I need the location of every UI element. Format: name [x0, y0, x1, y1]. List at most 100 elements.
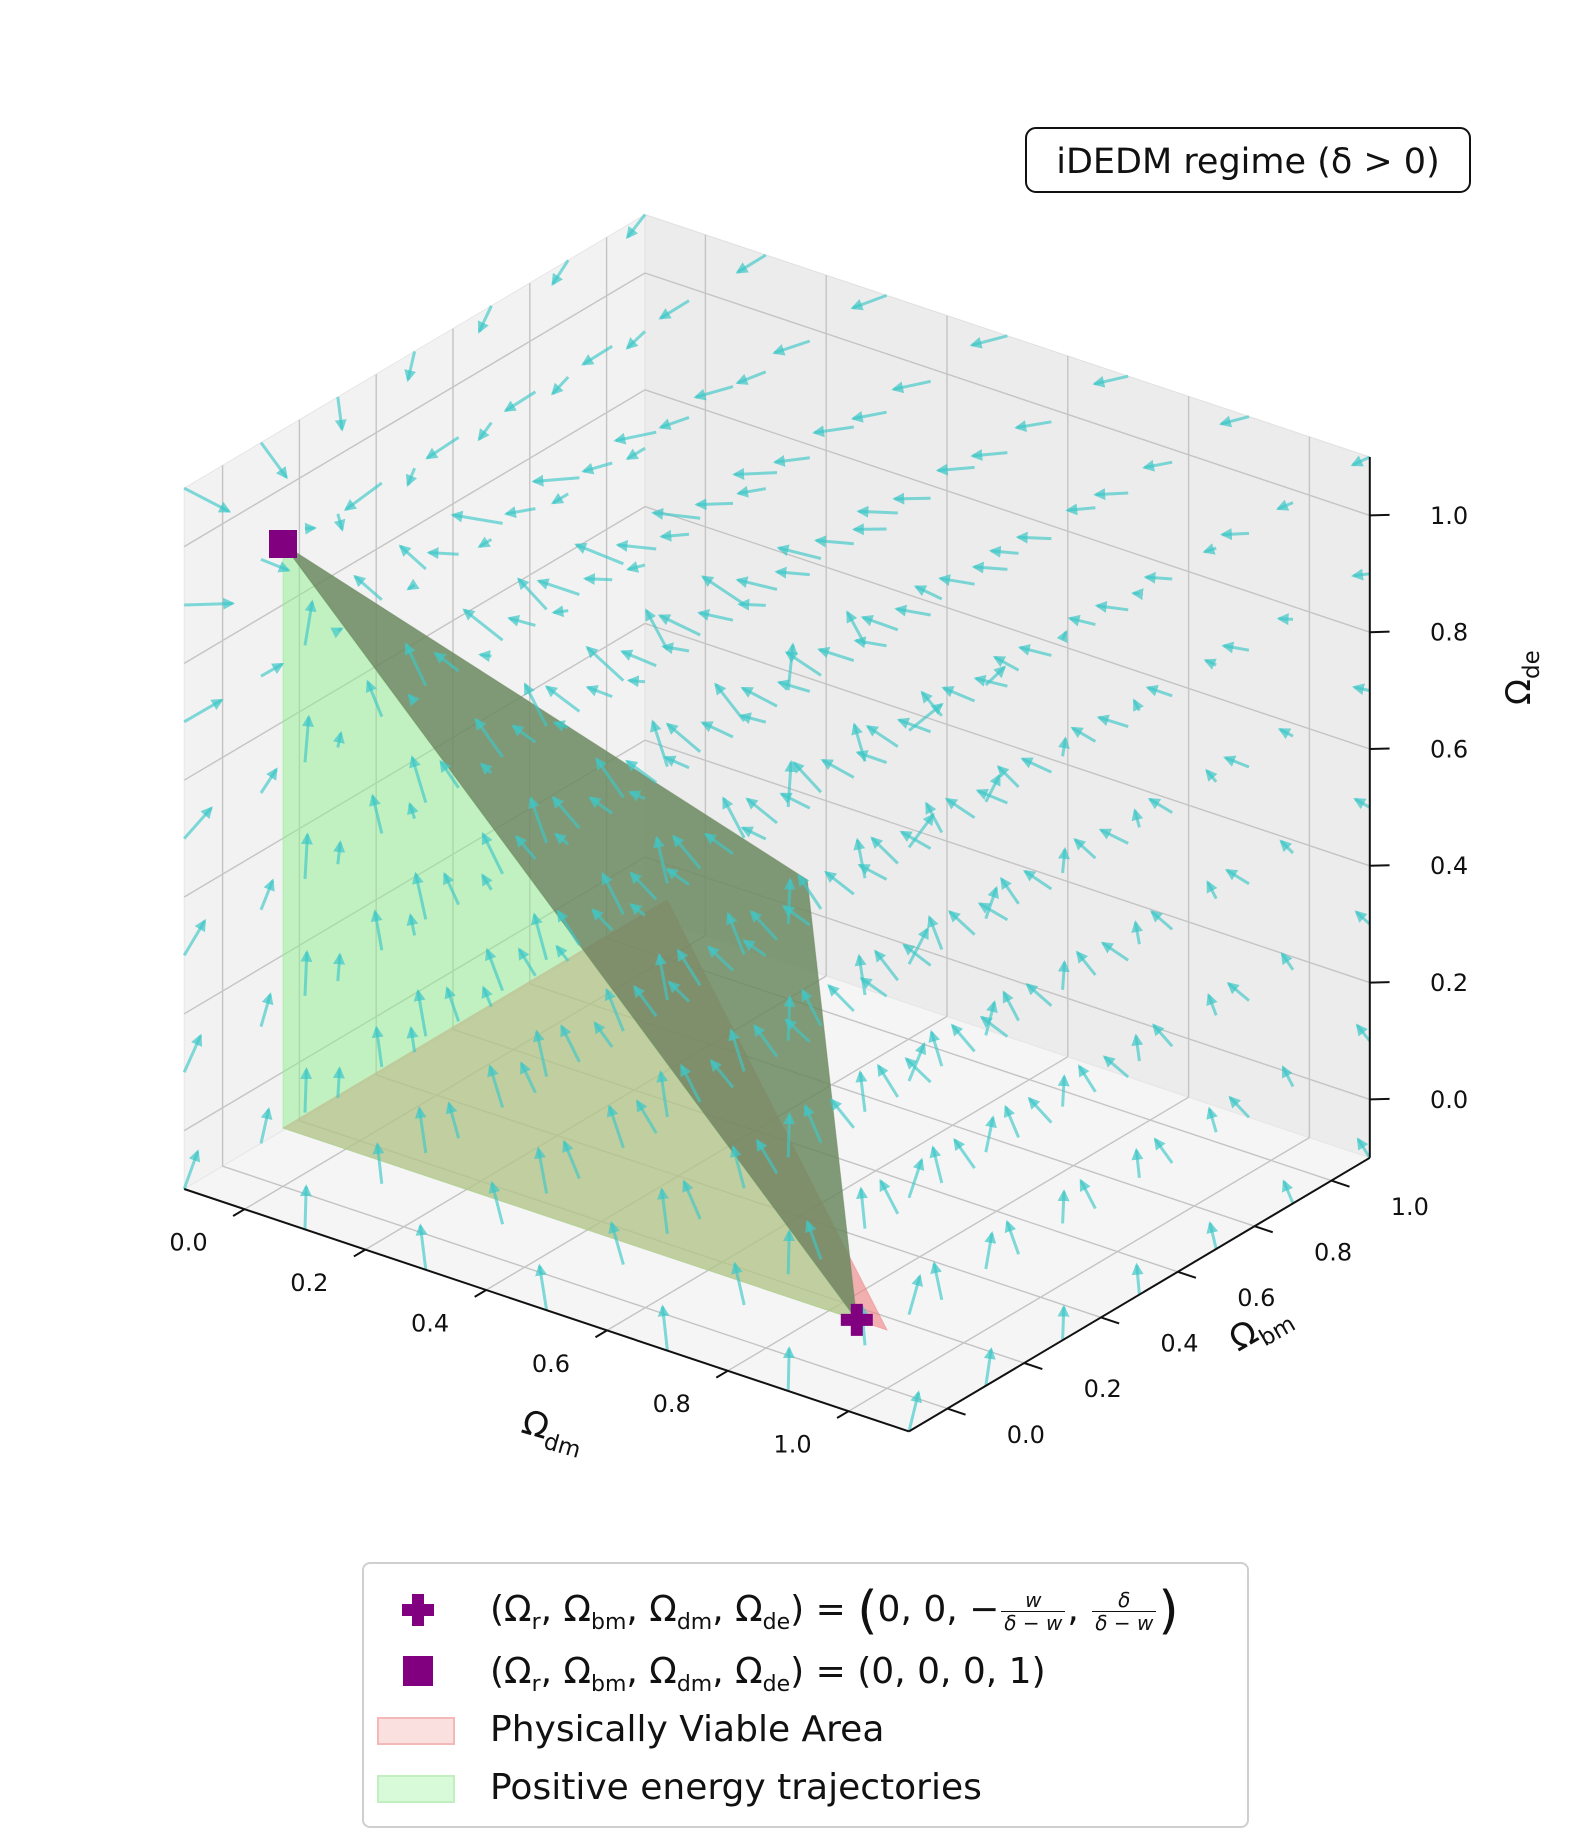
- red-patch-icon: [377, 1717, 455, 1745]
- quiver-arrow: [1218, 415, 1250, 428]
- quiver-arrow: [445, 1101, 461, 1139]
- axis-lines: [183, 457, 1371, 1433]
- quiver-arrow: [856, 505, 898, 518]
- quiver-arrow: [700, 575, 746, 606]
- quiver-arrow: [772, 339, 811, 356]
- legend-item-viable-area: Physically Viable Area: [364, 1702, 1247, 1758]
- quiver-arrow: [735, 576, 778, 591]
- fixed-points: [269, 530, 873, 1336]
- gridline: [848, 1136, 1310, 1412]
- quiver-arrow: [658, 299, 690, 320]
- quiver-arrow: [1102, 1055, 1130, 1079]
- square-point: [269, 530, 297, 558]
- quiver-arrow: [1057, 1189, 1070, 1224]
- quiver-arrow: [676, 948, 702, 987]
- quiver-arrow: [555, 944, 570, 962]
- quiver-arrow: [693, 385, 734, 401]
- gridline: [644, 622, 1371, 867]
- quiver-arrow: [1205, 768, 1218, 783]
- quiver-arrow: [1131, 588, 1144, 601]
- quiver-arrow: [665, 722, 702, 753]
- quiver-arrow: [333, 513, 346, 532]
- y-tick: [1023, 1362, 1043, 1371]
- quiver-arrow: [772, 455, 810, 467]
- quiver-arrow: [694, 498, 734, 511]
- quiver-arrow: [941, 686, 976, 703]
- quiver-arrow: [907, 812, 935, 849]
- quiver-arrow: [1153, 1137, 1174, 1164]
- quiver-arrows: [182, 213, 1372, 1432]
- quiver-arrow: [365, 679, 384, 718]
- quiver-arrow: [1131, 1262, 1144, 1295]
- quiver-arrow: [907, 1157, 925, 1199]
- quiver-arrow: [1280, 951, 1295, 971]
- quiver-arrow: [560, 1024, 581, 1063]
- quiver-arrow: [1000, 876, 1020, 905]
- y-tick: [1100, 1316, 1120, 1325]
- quiver-arrow: [1056, 629, 1068, 644]
- quiver-arrow: [415, 1223, 428, 1270]
- quiver-arrow: [907, 1390, 923, 1432]
- quiver-arrow: [520, 1061, 537, 1094]
- quiver-arrow: [1353, 797, 1371, 810]
- quiver-arrow: [1057, 1074, 1070, 1107]
- quiver-arrow: [462, 608, 504, 642]
- quiver-arrow: [953, 1137, 976, 1170]
- quiver-arrow: [260, 662, 285, 678]
- quiver-arrow: [1219, 528, 1250, 541]
- quiver-arrow: [735, 253, 767, 274]
- quiver-arrow: [608, 1220, 625, 1266]
- quiver-arrow: [182, 1149, 201, 1190]
- gridline: [183, 272, 646, 548]
- quiver-arrow: [1206, 880, 1218, 900]
- quiver-arrow: [984, 773, 1001, 803]
- quiver-arrow: [846, 610, 867, 646]
- x-tick-label: 0.4: [411, 1309, 449, 1337]
- quiver-arrow: [1147, 797, 1173, 814]
- quiver-arrow: [779, 792, 811, 810]
- quiver-arrow: [635, 1099, 658, 1134]
- quiver-arrow: [1093, 488, 1129, 501]
- quiver-arrow: [1023, 869, 1053, 891]
- quiver-arrow: [1206, 992, 1218, 1016]
- quiver-arrow: [736, 485, 767, 498]
- x-tick-label: 0.0: [169, 1229, 207, 1257]
- quiver-arrow: [728, 1028, 746, 1072]
- quiver-arrow: [370, 909, 384, 951]
- quiver-arrow: [1145, 684, 1173, 698]
- quiver-arrow: [929, 1145, 944, 1184]
- quiver-arrow: [1015, 531, 1052, 544]
- quiver-arrow: [658, 415, 690, 430]
- quiver-arrow: [827, 984, 855, 1013]
- quiver-arrow: [1057, 959, 1070, 990]
- quiver-arrow: [413, 988, 428, 1037]
- legend-item-positive-energy: Positive energy trajectories: [364, 1760, 1247, 1816]
- quiver-arrow: [801, 988, 823, 1027]
- y-tick-label: 0.4: [1160, 1330, 1198, 1358]
- quiver-arrow: [601, 871, 625, 915]
- quiver-arrow: [913, 585, 943, 601]
- quiver-arrow: [511, 724, 537, 744]
- x-tick-label: 0.8: [653, 1390, 691, 1418]
- quiver-arrow: [783, 1229, 796, 1275]
- y-tick-label: 0.2: [1084, 1375, 1122, 1403]
- quiver-arrow: [404, 642, 428, 687]
- quiver-arrow: [783, 994, 796, 1041]
- quiver-arrow: [330, 627, 344, 639]
- quiver-arrow: [554, 832, 570, 846]
- quiver-arrow: [411, 871, 428, 920]
- quiver-arrow: [653, 835, 669, 884]
- z-tick: [1369, 981, 1390, 984]
- quiver-arrow: [907, 1041, 927, 1082]
- quiver-arrow: [973, 674, 1008, 688]
- quiver-arrow: [907, 926, 929, 965]
- quiver-arrow: [1350, 455, 1371, 467]
- quiver-arrow: [851, 722, 867, 762]
- quiver-arrow: [1152, 1023, 1174, 1048]
- x-tick-label: 0.2: [290, 1269, 328, 1297]
- x-tick: [232, 1208, 246, 1217]
- x-tick: [594, 1329, 608, 1339]
- quiver-arrow: [183, 806, 213, 840]
- quiver-arrow: [753, 1023, 779, 1058]
